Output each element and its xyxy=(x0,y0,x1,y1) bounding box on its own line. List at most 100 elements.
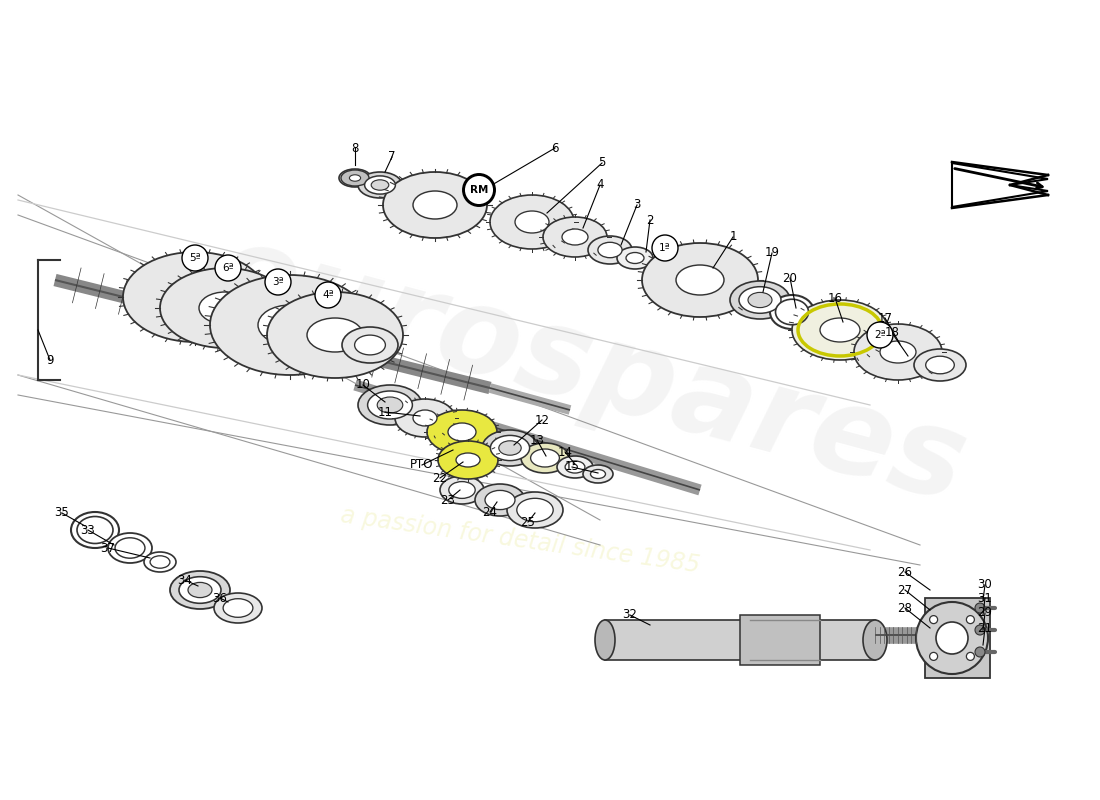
Text: 3: 3 xyxy=(634,198,640,211)
Ellipse shape xyxy=(914,349,966,381)
Ellipse shape xyxy=(427,410,497,454)
Ellipse shape xyxy=(770,295,814,329)
Text: 5ª: 5ª xyxy=(189,253,201,263)
Ellipse shape xyxy=(223,598,253,618)
Text: 25: 25 xyxy=(520,515,536,529)
Ellipse shape xyxy=(108,533,152,563)
Text: eurospares: eurospares xyxy=(201,214,978,526)
Text: RM: RM xyxy=(470,185,488,195)
Bar xyxy=(925,598,990,678)
Text: 37: 37 xyxy=(100,542,116,554)
Ellipse shape xyxy=(267,292,403,378)
Ellipse shape xyxy=(543,217,607,257)
Ellipse shape xyxy=(864,620,887,660)
Ellipse shape xyxy=(598,242,623,258)
Circle shape xyxy=(652,235,678,261)
Ellipse shape xyxy=(491,435,529,461)
Text: 31: 31 xyxy=(978,591,992,605)
Ellipse shape xyxy=(371,180,388,190)
Text: 12: 12 xyxy=(535,414,550,426)
Ellipse shape xyxy=(350,174,361,182)
Ellipse shape xyxy=(210,275,370,375)
Ellipse shape xyxy=(179,577,221,603)
Circle shape xyxy=(867,322,893,348)
Circle shape xyxy=(975,603,984,613)
Text: 8: 8 xyxy=(351,142,359,154)
Ellipse shape xyxy=(199,292,251,324)
Ellipse shape xyxy=(583,465,613,483)
Text: 36: 36 xyxy=(212,591,228,605)
Ellipse shape xyxy=(498,441,521,455)
Text: 11: 11 xyxy=(377,406,393,418)
Ellipse shape xyxy=(521,443,569,473)
Circle shape xyxy=(315,282,341,308)
Ellipse shape xyxy=(557,456,593,478)
Text: 5: 5 xyxy=(598,157,606,170)
Text: 9: 9 xyxy=(46,354,54,366)
Ellipse shape xyxy=(77,517,113,543)
Ellipse shape xyxy=(358,172,402,198)
Ellipse shape xyxy=(490,195,574,249)
Ellipse shape xyxy=(588,236,632,264)
Text: 18: 18 xyxy=(884,326,900,339)
Ellipse shape xyxy=(160,268,290,348)
Text: 17: 17 xyxy=(878,311,892,325)
Circle shape xyxy=(975,647,984,657)
Ellipse shape xyxy=(412,410,437,426)
Text: RM: RM xyxy=(470,185,488,195)
Text: 2ª: 2ª xyxy=(874,330,886,340)
Ellipse shape xyxy=(642,243,758,317)
Circle shape xyxy=(930,652,937,660)
Circle shape xyxy=(967,616,975,624)
Ellipse shape xyxy=(395,399,455,437)
Text: 16: 16 xyxy=(827,291,843,305)
Circle shape xyxy=(916,602,988,674)
Text: 19: 19 xyxy=(764,246,780,259)
Ellipse shape xyxy=(339,169,371,187)
Ellipse shape xyxy=(517,498,553,522)
Ellipse shape xyxy=(485,490,515,510)
Circle shape xyxy=(967,652,975,660)
Text: 7: 7 xyxy=(388,150,396,163)
Text: 24: 24 xyxy=(483,506,497,518)
Ellipse shape xyxy=(123,252,267,342)
Ellipse shape xyxy=(346,174,363,182)
Bar xyxy=(605,620,874,660)
Ellipse shape xyxy=(367,391,412,419)
Ellipse shape xyxy=(383,172,487,238)
Ellipse shape xyxy=(364,176,395,194)
Circle shape xyxy=(464,175,494,205)
Ellipse shape xyxy=(72,512,119,548)
Ellipse shape xyxy=(591,470,605,478)
Ellipse shape xyxy=(820,318,860,342)
Ellipse shape xyxy=(926,356,955,374)
Text: 26: 26 xyxy=(898,566,913,578)
Ellipse shape xyxy=(144,552,176,572)
Circle shape xyxy=(936,622,968,654)
Ellipse shape xyxy=(475,484,525,516)
Ellipse shape xyxy=(438,441,498,479)
Text: 35: 35 xyxy=(55,506,69,519)
Ellipse shape xyxy=(377,397,403,413)
Text: 21: 21 xyxy=(978,622,992,634)
Text: 4: 4 xyxy=(596,178,604,191)
Bar xyxy=(740,615,820,665)
Ellipse shape xyxy=(482,430,538,466)
Circle shape xyxy=(975,625,984,635)
Text: a passion for detail since 1985: a passion for detail since 1985 xyxy=(339,503,701,577)
Text: 6: 6 xyxy=(551,142,559,154)
Ellipse shape xyxy=(792,300,888,360)
Ellipse shape xyxy=(449,482,475,498)
Ellipse shape xyxy=(170,571,230,609)
Text: 23: 23 xyxy=(441,494,455,506)
Ellipse shape xyxy=(565,461,585,473)
Ellipse shape xyxy=(530,449,560,467)
Ellipse shape xyxy=(456,453,480,467)
Ellipse shape xyxy=(258,305,322,345)
Text: 33: 33 xyxy=(80,523,96,537)
Text: 34: 34 xyxy=(177,574,192,586)
Polygon shape xyxy=(952,163,1048,207)
Ellipse shape xyxy=(880,341,916,363)
Text: 20: 20 xyxy=(782,271,797,285)
Ellipse shape xyxy=(354,335,385,355)
